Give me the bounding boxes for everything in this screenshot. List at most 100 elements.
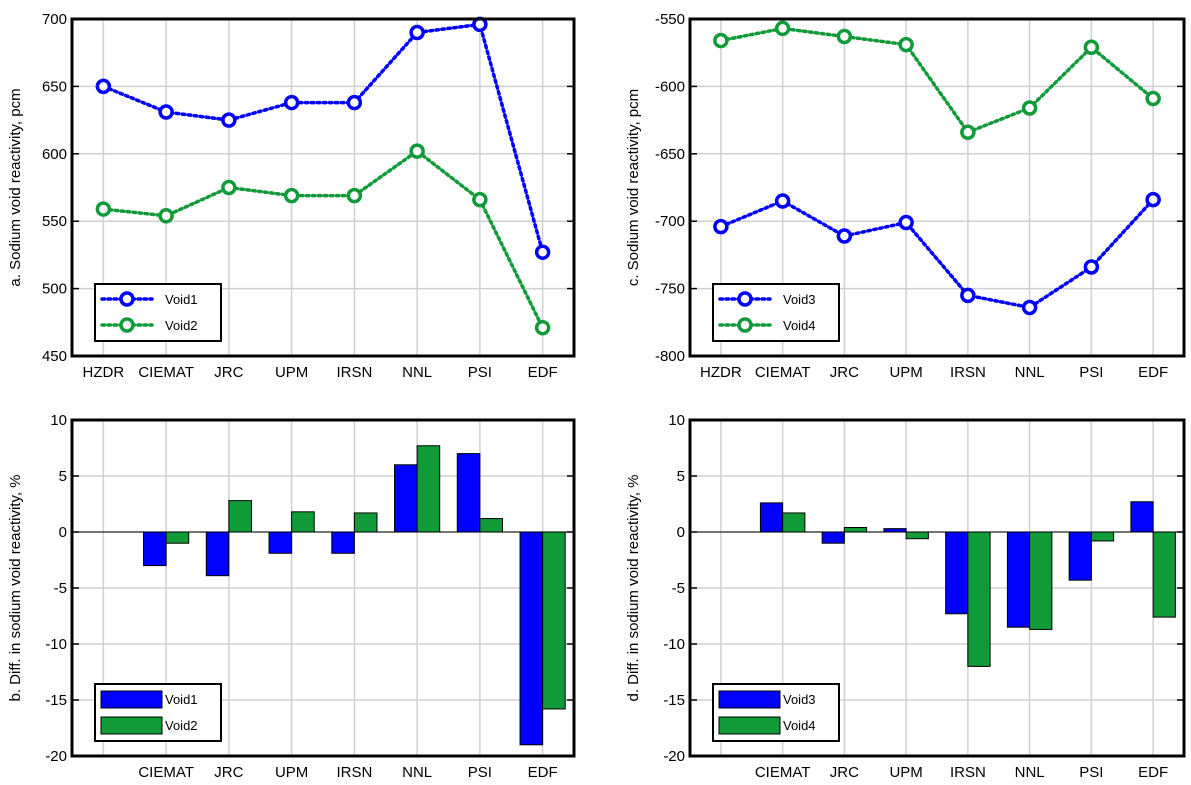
bar-void2: [416, 445, 441, 533]
x-tick-label: CIEMAT: [755, 364, 811, 381]
data-point: [960, 287, 976, 304]
data-point: [836, 228, 853, 244]
y-tick-label: 10: [668, 412, 685, 429]
data-point: [472, 191, 488, 208]
chart-d: -20 -15 -10 -5 0 5 10 CIEMAT JRC UPM IRSN NNL PSI EDF…: [625, 412, 1186, 781]
legend-label: Void3: [783, 292, 816, 307]
x-tick-label: IRSN: [336, 764, 372, 781]
y-tick-label: -700: [655, 213, 685, 230]
legend-label: Void4: [783, 718, 816, 733]
x-tick-label: JRC: [214, 364, 243, 381]
legend-box: [712, 283, 840, 342]
bar-void2: [165, 531, 190, 544]
legend-marker: [119, 291, 135, 307]
legend-swatch: [100, 716, 163, 735]
chart-b: -20 -15 -10 -5 0 5 10 CIEMAT JRC UPM IRSN NNL PSI EDF…: [7, 412, 576, 781]
data-point: [1145, 191, 1161, 208]
bar-void1: [205, 531, 230, 577]
data-point: [158, 208, 174, 224]
y-tick-label: -5: [672, 580, 685, 597]
y-tick-label: 500: [42, 281, 67, 298]
x-tick-label: CIEMAT: [138, 764, 194, 781]
x-tick-label: HZDR: [83, 364, 125, 381]
data-point: [283, 94, 300, 111]
data-point: [221, 112, 237, 128]
data-point: [346, 187, 363, 204]
x-tick-label: JRC: [830, 364, 859, 381]
series-line-void3: [719, 197, 1155, 310]
x-tick-label: EDF: [1138, 364, 1168, 381]
y-tick-label: -10: [45, 636, 67, 653]
data-point: [409, 143, 425, 159]
y-tick-label: -800: [655, 348, 685, 365]
x-tick-label: NNL: [1015, 364, 1045, 381]
y-tick-label: -600: [655, 78, 685, 95]
data-point: [1083, 259, 1100, 275]
data-point: [346, 94, 363, 111]
legend: Void3 Void4: [712, 683, 840, 742]
bar-void2: [291, 511, 315, 533]
y-tick-label: 450: [42, 348, 67, 365]
y-tick-label: -20: [663, 748, 685, 765]
bar-void1: [394, 464, 418, 533]
bar-void3: [1130, 501, 1154, 533]
data-point: [1083, 39, 1100, 56]
bar-void3: [759, 502, 784, 533]
x-tick-label: UPM: [275, 364, 308, 381]
bar-void4: [782, 512, 806, 533]
x-tick-label: PSI: [1079, 764, 1103, 781]
y-tick-label: 650: [42, 78, 67, 95]
x-tick-label: IRSN: [336, 364, 372, 381]
x-tick-label: CIEMAT: [138, 364, 194, 381]
y-tick-label: 5: [677, 468, 685, 485]
x-tick-label: EDF: [1138, 764, 1168, 781]
series-line-void2: [101, 148, 545, 330]
x-tick-label: UPM: [889, 364, 922, 381]
x-tick-label: PSI: [468, 364, 492, 381]
data-point: [774, 20, 791, 37]
data-point: [221, 179, 237, 196]
y-tick-label: -15: [45, 692, 67, 709]
data-point: [95, 78, 112, 95]
legend-marker: [737, 317, 753, 333]
legend-label: Void2: [165, 718, 198, 733]
bar-void3: [1006, 531, 1031, 628]
y-tick-label: 0: [59, 524, 67, 541]
y-tick-label: -750: [655, 281, 685, 298]
chart-a: 450 500 550 600 650 700 HZDR CIEMAT JRC UPM IRSN NN…: [7, 11, 576, 381]
legend-swatch: [100, 690, 163, 709]
y-tick-label: -550: [655, 11, 685, 28]
bar-void1: [519, 531, 544, 746]
x-tick-label: PSI: [1079, 364, 1103, 381]
series-line-void4: [719, 26, 1155, 135]
y-axis-label: c. Sodium void reactivity, pcm: [625, 89, 642, 286]
data-point: [713, 218, 729, 235]
y-axis-label: d. Diff. in sodium void reactivity, %: [625, 474, 642, 701]
bar-void2: [353, 512, 378, 533]
legend-label: Void4: [783, 318, 816, 333]
x-tick-label: EDF: [528, 364, 558, 381]
x-tick-label: NNL: [1015, 764, 1045, 781]
x-tick-label: JRC: [214, 764, 243, 781]
data-point: [774, 193, 791, 209]
bar-void3: [821, 531, 845, 544]
y-tick-label: 5: [59, 468, 67, 485]
x-tick-label: HZDR: [700, 364, 742, 381]
data-point: [960, 124, 976, 140]
x-tick-label: NNL: [402, 364, 432, 381]
y-tick-label: 700: [42, 11, 67, 28]
x-tick-label: UPM: [275, 764, 308, 781]
y-tick-label: -15: [663, 692, 685, 709]
bar-void1: [456, 453, 481, 533]
legend-marker: [737, 291, 753, 307]
bar-void4: [1029, 531, 1053, 630]
y-tick-label: -10: [663, 636, 685, 653]
bar-void2: [479, 518, 503, 533]
bar-void4: [905, 531, 929, 540]
data-point: [95, 201, 112, 217]
axes-frame: [70, 418, 576, 758]
x-tick-label: IRSN: [950, 764, 986, 781]
legend-box: [94, 283, 222, 342]
x-tick-label: PSI: [468, 764, 492, 781]
data-point: [713, 32, 729, 49]
